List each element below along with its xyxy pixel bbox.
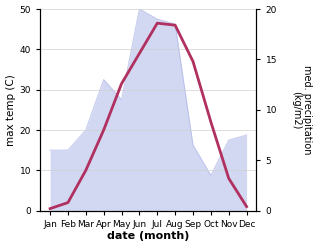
X-axis label: date (month): date (month) <box>107 231 190 242</box>
Y-axis label: max temp (C): max temp (C) <box>5 74 16 146</box>
Y-axis label: med. precipitation
(kg/m2): med. precipitation (kg/m2) <box>291 65 313 155</box>
